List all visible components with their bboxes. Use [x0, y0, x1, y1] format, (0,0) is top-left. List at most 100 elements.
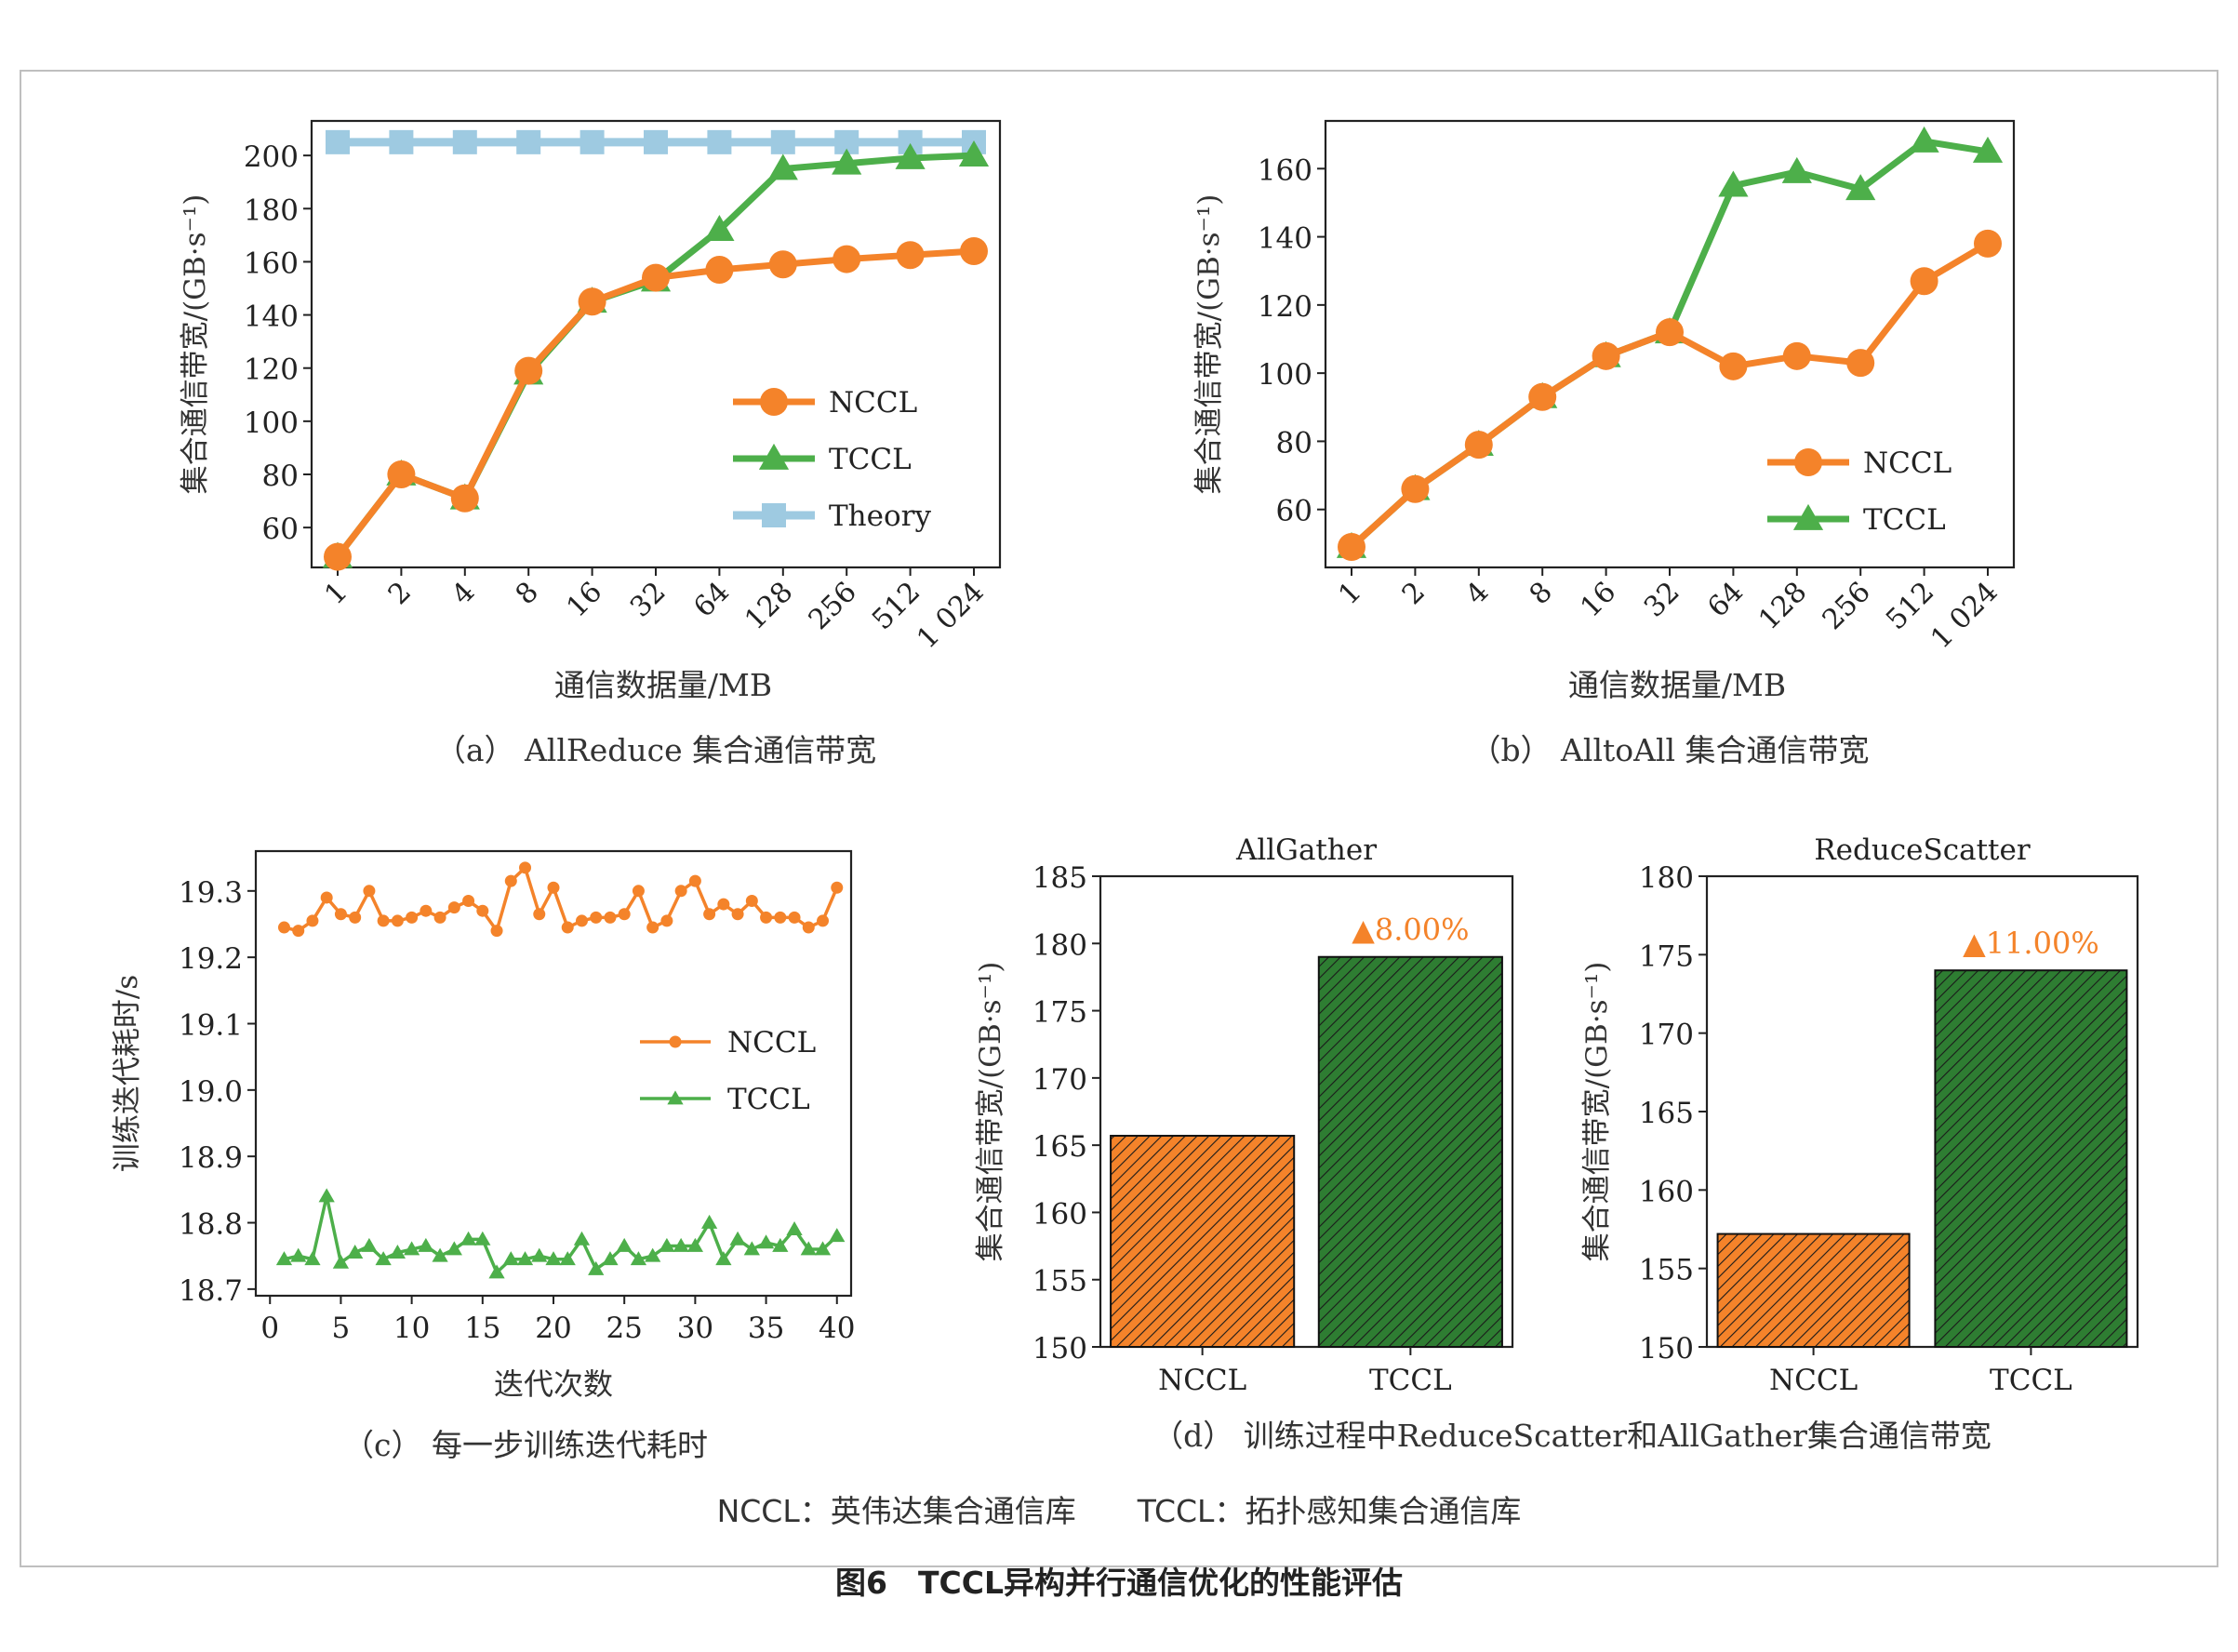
data-point-nccl [646, 921, 659, 934]
data-point-nccl [447, 901, 460, 914]
y-tick-label: 160 [1258, 153, 1312, 187]
data-point-nccl [292, 925, 305, 938]
data-point-nccl [896, 241, 925, 270]
data-point-tccl [800, 1241, 817, 1256]
y-tick-label: 120 [1258, 290, 1312, 324]
series-line-tccl [284, 1194, 838, 1274]
data-point-nccl [490, 925, 503, 938]
y-tick-label: 80 [262, 460, 299, 493]
data-point-nccl [774, 911, 787, 924]
x-tick-label: 1 [1332, 576, 1367, 611]
y-tick-label: 18.7 [179, 1274, 243, 1308]
data-point-nccl [674, 885, 687, 898]
y-tick-label: 18.8 [179, 1208, 243, 1242]
data-point-tccl [786, 1221, 803, 1236]
data-point-tccl [645, 1247, 661, 1262]
bar-nccl [1110, 1135, 1296, 1348]
data-point-nccl [420, 904, 433, 917]
x-tick-label: 2 [382, 576, 418, 611]
x-tick-label: 5 [332, 1312, 351, 1345]
subplot-caption: （c） 每一步训练迭代耗时 [343, 1427, 708, 1463]
y-tick-label: 60 [1276, 495, 1312, 528]
x-tick-label: 35 [748, 1312, 784, 1345]
data-point-nccl [1464, 431, 1493, 460]
data-point-theory [326, 129, 350, 154]
x-tick-label: 40 [819, 1312, 855, 1345]
gain-annotation: ▲11.00% [1963, 926, 2099, 961]
y-tick-label: 160 [244, 246, 299, 280]
data-point-tccl [767, 153, 798, 180]
y-tick-label: 165 [1639, 1097, 1694, 1130]
legend-label: Theory [829, 500, 931, 533]
legend-marker-tccl [1792, 503, 1824, 530]
x-tick-label: 8 [510, 576, 545, 611]
data-point-tccl [332, 1254, 350, 1269]
x-axis-label: 迭代次数 [494, 1366, 613, 1402]
data-point-nccl [387, 460, 416, 488]
data-point-theory [707, 129, 732, 154]
y-tick-label: 160 [1032, 1197, 1087, 1231]
x-tick-label: TCCL [1990, 1364, 2072, 1397]
y-tick-label: 100 [1258, 358, 1312, 392]
data-point-tccl [630, 1251, 647, 1266]
data-point-tccl [700, 1214, 718, 1229]
data-point-tccl [829, 1228, 846, 1243]
data-point-nccl [1846, 349, 1875, 378]
data-point-nccl [504, 874, 517, 887]
data-point-tccl [347, 1245, 364, 1259]
x-tick-label: 1 024 [911, 576, 990, 655]
bar-chart-title: AllGather [1235, 833, 1377, 867]
data-point-nccl [533, 908, 546, 921]
data-point-theory [770, 129, 795, 154]
data-point-tccl [1781, 156, 1812, 183]
data-point-nccl [1719, 352, 1748, 380]
y-tick-label: 180 [1639, 861, 1694, 895]
y-tick-label: 140 [1258, 222, 1312, 256]
y-axis-label: 集合通信带宽/(GB·s⁻¹) [974, 962, 1007, 1262]
data-point-tccl [304, 1251, 321, 1266]
data-point-tccl [1972, 136, 2004, 163]
data-point-nccl [604, 911, 617, 924]
data-point-nccl [514, 356, 543, 385]
data-point-tccl [588, 1260, 605, 1275]
y-tick-label: 200 [244, 140, 299, 174]
data-point-tccl [531, 1247, 548, 1262]
data-point-tccl [403, 1241, 420, 1256]
y-tick-label: 170 [1032, 1063, 1087, 1097]
y-tick-label: 150 [1032, 1332, 1087, 1366]
x-tick-label: 4 [446, 576, 481, 611]
data-point-theory [579, 129, 605, 154]
y-tick-label: 19.3 [179, 876, 243, 910]
data-point-nccl [1401, 474, 1430, 503]
legend-marker-nccl [1794, 448, 1822, 476]
data-point-tccl [460, 1231, 477, 1246]
x-tick-label: TCCL [1369, 1364, 1452, 1397]
data-point-tccl [729, 1231, 746, 1246]
data-point-nccl [450, 484, 479, 513]
data-point-tccl [895, 142, 926, 169]
series-line-nccl [1349, 240, 1990, 550]
x-tick-label: 16 [561, 576, 609, 624]
x-tick-label: 8 [1524, 576, 1559, 611]
figure-note: NCCL：英伟达集合通信库 TCCL：拓扑感知集合通信库 [717, 1493, 1522, 1529]
x-tick-label: NCCL [1769, 1364, 1858, 1397]
data-point-tccl [432, 1247, 448, 1262]
data-point-nccl [817, 914, 830, 927]
x-tick-label: 30 [677, 1312, 713, 1345]
x-tick-label: 15 [464, 1312, 500, 1345]
y-tick-label: 165 [1032, 1130, 1087, 1164]
legend-label: NCCL [727, 1026, 816, 1059]
data-point-tccl [446, 1241, 462, 1256]
data-point-tccl [743, 1241, 760, 1256]
data-point-nccl [703, 908, 716, 921]
data-point-nccl [618, 908, 631, 921]
data-point-nccl [642, 263, 670, 292]
x-tick-label: 0 [260, 1312, 279, 1345]
data-point-tccl [559, 1251, 576, 1266]
x-tick-label: 10 [393, 1312, 430, 1345]
data-point-nccl [306, 914, 319, 927]
data-point-nccl [476, 904, 489, 917]
data-point-tccl [275, 1251, 293, 1266]
legend-marker-tccl [667, 1090, 684, 1105]
